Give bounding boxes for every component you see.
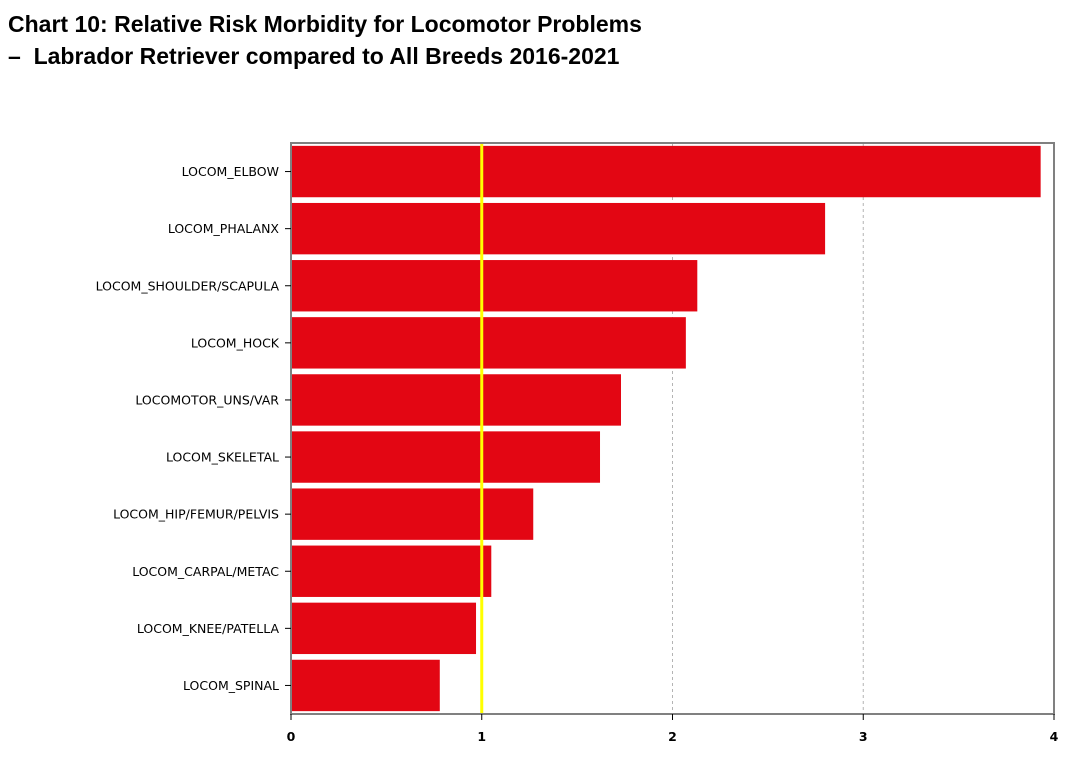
category-label: LOCOM_SKELETAL (166, 450, 279, 465)
bar (292, 260, 698, 312)
bar (292, 488, 534, 540)
category-label: LOCOM_SPINAL (183, 678, 279, 693)
x-tick-label: 0 (287, 729, 296, 744)
bar (292, 659, 440, 712)
category-label: LOCOM_PHALANX (168, 221, 280, 236)
chart-title-line-1: Chart 10: Relative Risk Morbidity for Lo… (8, 11, 642, 37)
chart-title-line-2: – Labrador Retriever compared to All Bre… (8, 43, 620, 69)
category-label: LOCOM_ELBOW (182, 164, 279, 179)
x-tick-label: 4 (1050, 729, 1059, 744)
x-tick-label: 1 (477, 729, 486, 744)
category-label: LOCOM_KNEE/PATELLA (137, 621, 280, 636)
bar (292, 202, 826, 255)
x-tick-label: 2 (668, 729, 677, 744)
bar (292, 145, 1041, 198)
category-label: LOCOM_HIP/FEMUR/PELVIS (113, 507, 279, 522)
category-label: LOCOM_HOCK (191, 335, 280, 350)
bar (292, 602, 477, 655)
bar (292, 431, 601, 483)
category-label: LOCOM_CARPAL/METAC (132, 564, 279, 579)
category-label: LOCOMOTOR_UNS/VAR (135, 392, 279, 407)
bar (292, 374, 621, 426)
bar (292, 317, 686, 369)
bar (292, 545, 492, 597)
category-label: LOCOM_SHOULDER/SCAPULA (96, 278, 280, 293)
chart-title: Chart 10: Relative Risk Morbidity for Lo… (8, 8, 642, 72)
x-tick-label: 3 (859, 729, 868, 744)
